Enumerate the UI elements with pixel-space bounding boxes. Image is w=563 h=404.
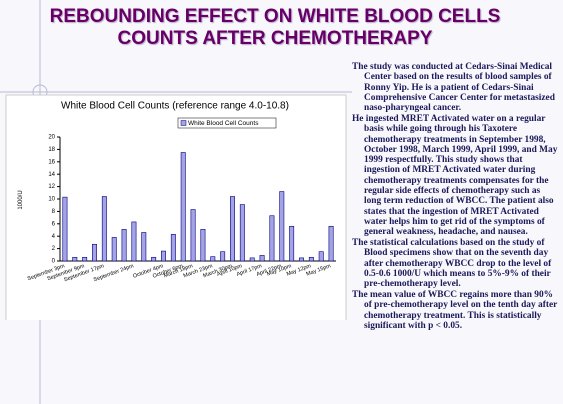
paragraph: The statistical calculations based on th… xyxy=(352,238,552,290)
bar xyxy=(121,229,127,262)
paragraph: He ingested MRET Activated water on a re… xyxy=(352,113,558,238)
paragraph: The study was conducted at Cedars-Sinai … xyxy=(352,62,555,114)
bar xyxy=(239,204,245,262)
bar xyxy=(269,215,275,262)
y-tick-label: 2 xyxy=(52,246,56,252)
paragraph: The mean value of WBCC regains more than… xyxy=(352,290,558,331)
bar xyxy=(161,250,166,262)
y-tick-label: 0 xyxy=(52,259,56,265)
bar xyxy=(299,257,304,262)
y-axis-label: 1000/U xyxy=(18,190,24,209)
bar xyxy=(170,234,176,262)
legend-label: White Blood Cell Counts xyxy=(188,120,259,127)
bar xyxy=(210,256,216,262)
legend-box xyxy=(177,117,277,129)
y-tick-label: 12 xyxy=(48,184,55,190)
bar xyxy=(328,225,334,262)
bar xyxy=(190,209,196,262)
y-tick-label: 14 xyxy=(48,172,55,178)
bar xyxy=(111,237,117,262)
bar xyxy=(180,152,186,262)
y-tick-label: 20 xyxy=(48,135,55,141)
bar xyxy=(318,251,324,262)
y-tick-label: 4 xyxy=(52,234,56,240)
chart-area xyxy=(5,94,347,320)
bar xyxy=(62,196,68,262)
bar xyxy=(259,255,265,262)
chart: White Blood Cell Counts (reference range… xyxy=(5,94,347,320)
bar xyxy=(101,196,107,262)
y-tick-label: 6 xyxy=(52,221,56,227)
bar xyxy=(249,257,255,262)
bar xyxy=(279,191,285,262)
chart-title: White Blood Cell Counts (reference range… xyxy=(61,101,289,112)
y-tick-label: 16 xyxy=(48,159,55,165)
bar xyxy=(289,225,295,262)
y-tick-label: 8 xyxy=(52,209,56,215)
bar xyxy=(141,232,147,262)
legend-swatch xyxy=(180,120,187,126)
bar xyxy=(220,251,226,262)
bar xyxy=(72,256,78,262)
bar xyxy=(308,256,314,262)
bar xyxy=(230,196,235,262)
body-text: The study was conducted at Cedars-Sinai … xyxy=(352,62,558,402)
bar xyxy=(131,221,137,262)
y-tick-label: 10 xyxy=(48,197,55,203)
y-tick-label: 18 xyxy=(48,147,55,153)
slide-title: REBOUNDING EFFECT ON WHITE BLOOD CELLS C… xyxy=(49,6,501,49)
bar xyxy=(82,256,88,262)
bar xyxy=(151,256,157,262)
bar xyxy=(200,229,206,262)
bar xyxy=(92,243,97,262)
